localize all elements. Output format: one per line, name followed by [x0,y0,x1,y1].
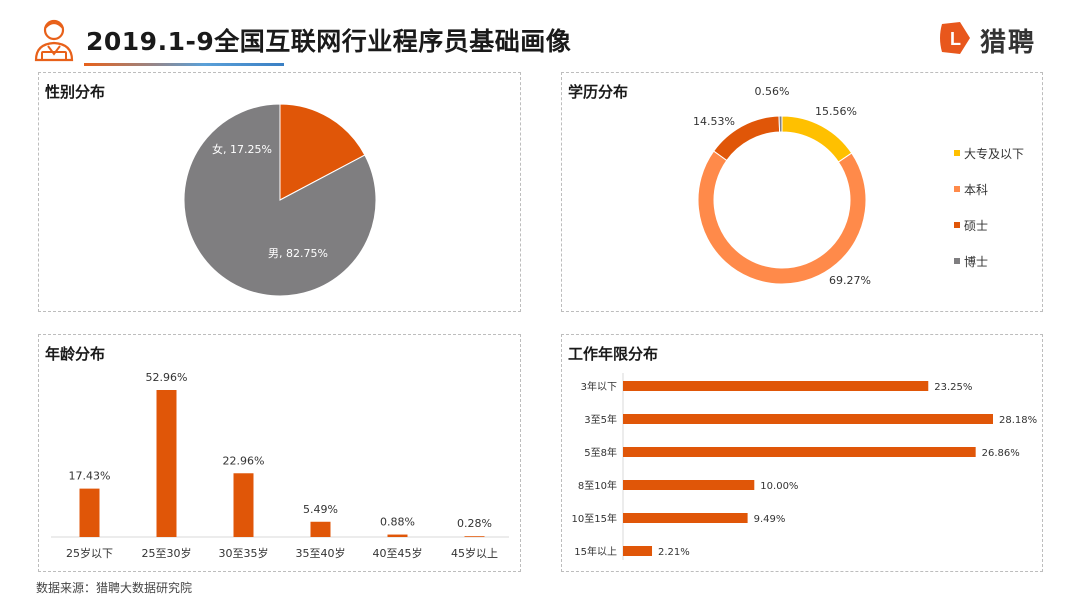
legend-item: 博士 [954,253,1040,289]
legend-label: 博士 [964,255,989,269]
age-tick-label-2: 30至35岁 [219,546,269,560]
age-bar-label-3: 5.49% [303,503,338,516]
age-bar-label-5: 0.28% [457,517,492,530]
work-tick-label-0: 3年以下 [581,380,617,393]
work-bar-label-2: 26.86% [982,448,1020,459]
work-years-distribution-panel: 工作年限分布 23.25% 3年以下 28.18% 3至5年 26.86% 5至8年 10.… [561,334,1043,572]
age-bar-1 [156,390,177,537]
age-distribution-panel: 年龄分布 17.43% 25岁以下 52.96% 25至30岁 22.96% 30至35岁… [38,334,521,572]
legend-swatch [954,222,960,228]
education-donut-chart: 15.56% 69.27% 14.53% 0.56% [693,85,871,287]
age-bar-2 [233,473,254,537]
age-bar-label-1: 52.96% [146,371,188,384]
age-bar-label-2: 22.96% [223,454,265,467]
donut-label-1: 69.27% [829,274,871,287]
donut-label-0: 15.56% [815,105,857,118]
brand-mark-letter: L [950,29,961,49]
work-bar-1 [623,414,993,424]
age-bar-chart: 17.43% 25岁以下 52.96% 25至30岁 22.96% 30至35岁 5.49%… [51,371,509,560]
work-bar-3 [623,480,755,490]
gender-pie-chart: 女, 17.25% 男, 82.75% [183,103,377,297]
work-bar-4 [623,513,748,523]
donut-label-3: 0.56% [755,85,790,98]
data-source-note: 数据来源：猎聘大数据研究院 [36,581,193,595]
brand-name: 猎聘 [980,28,1037,58]
gender-distribution-panel: 性别分布 女, 17.25% 男, 82.75% [38,72,521,312]
work-years-bar-chart: 23.25% 3年以下 28.18% 3至5年 26.86% 5至8年 10.00% 8至10… [572,373,1037,560]
work-tick-label-1: 3至5年 [584,413,617,426]
pie-label-female: 女, 17.25% [212,142,272,156]
work-bar-5 [623,546,653,556]
legend-item: 硕士 [954,217,1040,253]
work-tick-label-4: 10至15年 [572,512,617,525]
education-chart-title: 学历分布 [568,83,629,101]
donut-slice-0 [781,115,853,163]
work-years-chart-title: 工作年限分布 [568,345,659,363]
pie-label-male: 男, 82.75% [268,247,328,260]
work-bar-label-1: 28.18% [999,415,1037,426]
age-tick-label-1: 25至30岁 [142,546,192,560]
legend-swatch [954,150,960,156]
pie-slice-1 [183,103,377,297]
age-tick-label-3: 35至40岁 [296,546,346,560]
education-distribution-panel: 学历分布 15.56% 69.27% 14.53% 0.56% 大专及以下 本科 硕士… [561,72,1043,312]
liepin-logo-icon: L [940,22,970,54]
work-tick-label-3: 8至10年 [578,479,617,492]
work-bar-label-0: 23.25% [934,382,972,393]
education-legend: 大专及以下 本科 硕士 博士 [954,145,1040,289]
work-bar-label-3: 10.00% [760,481,798,492]
programmer-avatar-icon [34,19,74,62]
title-underline [84,63,284,66]
header: 2019.1-9全国互联网行业程序员基础画像 L 猎聘 [0,0,1080,72]
legend-label: 本科 [964,183,989,197]
work-bar-label-5: 2.21% [658,547,690,558]
legend-swatch [954,258,960,264]
legend-label: 硕士 [964,219,989,233]
page-title: 2019.1-9全国互联网行业程序员基础画像 [86,27,572,56]
age-tick-label-4: 40至45岁 [373,546,423,560]
work-bar-2 [623,447,976,457]
work-bar-label-4: 9.49% [754,514,786,525]
donut-label-2: 14.53% [693,115,735,128]
age-tick-label-0: 25岁以下 [66,546,113,560]
pie-slice-0 [279,103,366,201]
legend-swatch [954,186,960,192]
age-bar-label-0: 17.43% [69,470,111,483]
donut-slice-1 [697,150,867,285]
legend-item: 大专及以下 [954,145,1040,181]
age-bar-0 [79,488,100,537]
age-chart-title: 年龄分布 [45,345,106,363]
age-bar-3 [310,521,331,537]
age-bar-5 [464,536,485,537]
work-tick-label-5: 15年以上 [574,545,617,558]
age-tick-label-5: 45岁以上 [451,546,498,560]
gender-chart-title: 性别分布 [45,83,106,101]
age-bar-4 [387,534,408,537]
donut-slice-3 [778,115,783,133]
work-tick-label-2: 5至8年 [584,446,617,459]
legend-label: 大专及以下 [964,147,1025,161]
legend-item: 本科 [954,181,1040,217]
age-bar-label-4: 0.88% [380,516,415,529]
work-bar-0 [623,381,929,391]
